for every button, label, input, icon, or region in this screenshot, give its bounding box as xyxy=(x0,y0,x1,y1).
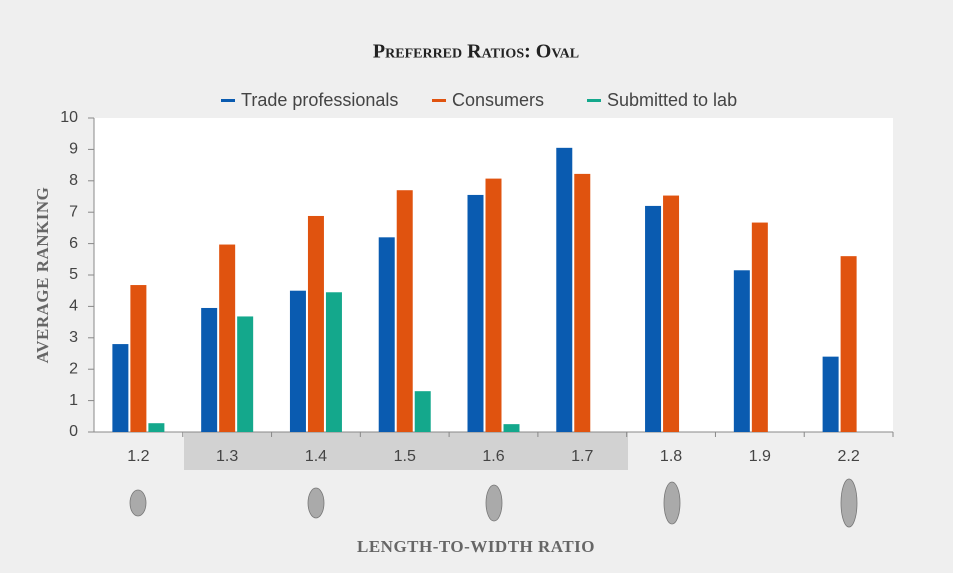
bar xyxy=(112,344,129,432)
bar xyxy=(130,285,147,432)
legend-swatch xyxy=(432,99,446,102)
bar xyxy=(485,178,502,432)
bar xyxy=(663,195,680,432)
y-tick-label: 5 xyxy=(69,266,78,283)
bar xyxy=(237,316,254,432)
diamond-icon xyxy=(129,489,147,517)
y-tick-label: 4 xyxy=(69,298,78,315)
bar xyxy=(325,292,342,432)
highlight-band xyxy=(184,432,628,470)
bar xyxy=(378,237,395,432)
x-tick-label: 1.7 xyxy=(571,448,593,465)
x-tick-label: 1.4 xyxy=(305,448,327,465)
y-tick-label: 0 xyxy=(69,423,78,440)
bar xyxy=(307,215,324,432)
x-axis-title: LENGTH-TO-WIDTH RATIO xyxy=(357,537,595,556)
diamond-icon xyxy=(307,487,325,519)
bar xyxy=(289,290,306,432)
bar xyxy=(840,256,857,432)
x-tick-label: 1.5 xyxy=(394,448,416,465)
legend-swatch xyxy=(221,99,235,102)
bar xyxy=(733,270,750,432)
y-tick-label: 7 xyxy=(69,203,78,220)
legend-label: Submitted to lab xyxy=(607,90,737,110)
y-tick-label: 1 xyxy=(69,392,78,409)
y-tick-label: 6 xyxy=(69,235,78,252)
y-tick-label: 9 xyxy=(69,141,78,158)
bar xyxy=(503,424,520,432)
x-tick-label: 1.9 xyxy=(749,448,771,465)
bar xyxy=(414,391,431,432)
y-tick-label: 8 xyxy=(69,172,78,189)
diamond-icon xyxy=(485,484,503,522)
bar xyxy=(219,244,236,432)
bar xyxy=(645,205,662,432)
bar xyxy=(467,194,484,432)
legend-label: Consumers xyxy=(452,90,544,110)
diamond-icon xyxy=(663,481,681,525)
legend-swatch xyxy=(587,99,601,102)
y-tick-label: 10 xyxy=(60,109,78,126)
x-tick-label: 1.3 xyxy=(216,448,238,465)
bar xyxy=(822,356,839,432)
y-tick-label: 2 xyxy=(69,360,78,377)
bar xyxy=(574,173,591,432)
y-tick-label: 3 xyxy=(69,329,78,346)
bar xyxy=(556,147,573,432)
legend-label: Trade professionals xyxy=(241,90,398,110)
bar xyxy=(148,423,165,432)
diamond-icons xyxy=(129,478,858,528)
bar xyxy=(751,222,768,432)
diamond-icon xyxy=(840,478,858,528)
x-tick-label: 1.8 xyxy=(660,448,682,465)
x-tick-label: 2.2 xyxy=(837,448,859,465)
bar xyxy=(396,190,413,432)
x-tick-label: 1.6 xyxy=(482,448,504,465)
x-tick-label: 1.2 xyxy=(127,448,149,465)
bar xyxy=(201,307,218,432)
chart-title: Preferred Ratios: Oval xyxy=(373,41,579,63)
y-axis-title: AVERAGE RANKING xyxy=(33,187,52,364)
